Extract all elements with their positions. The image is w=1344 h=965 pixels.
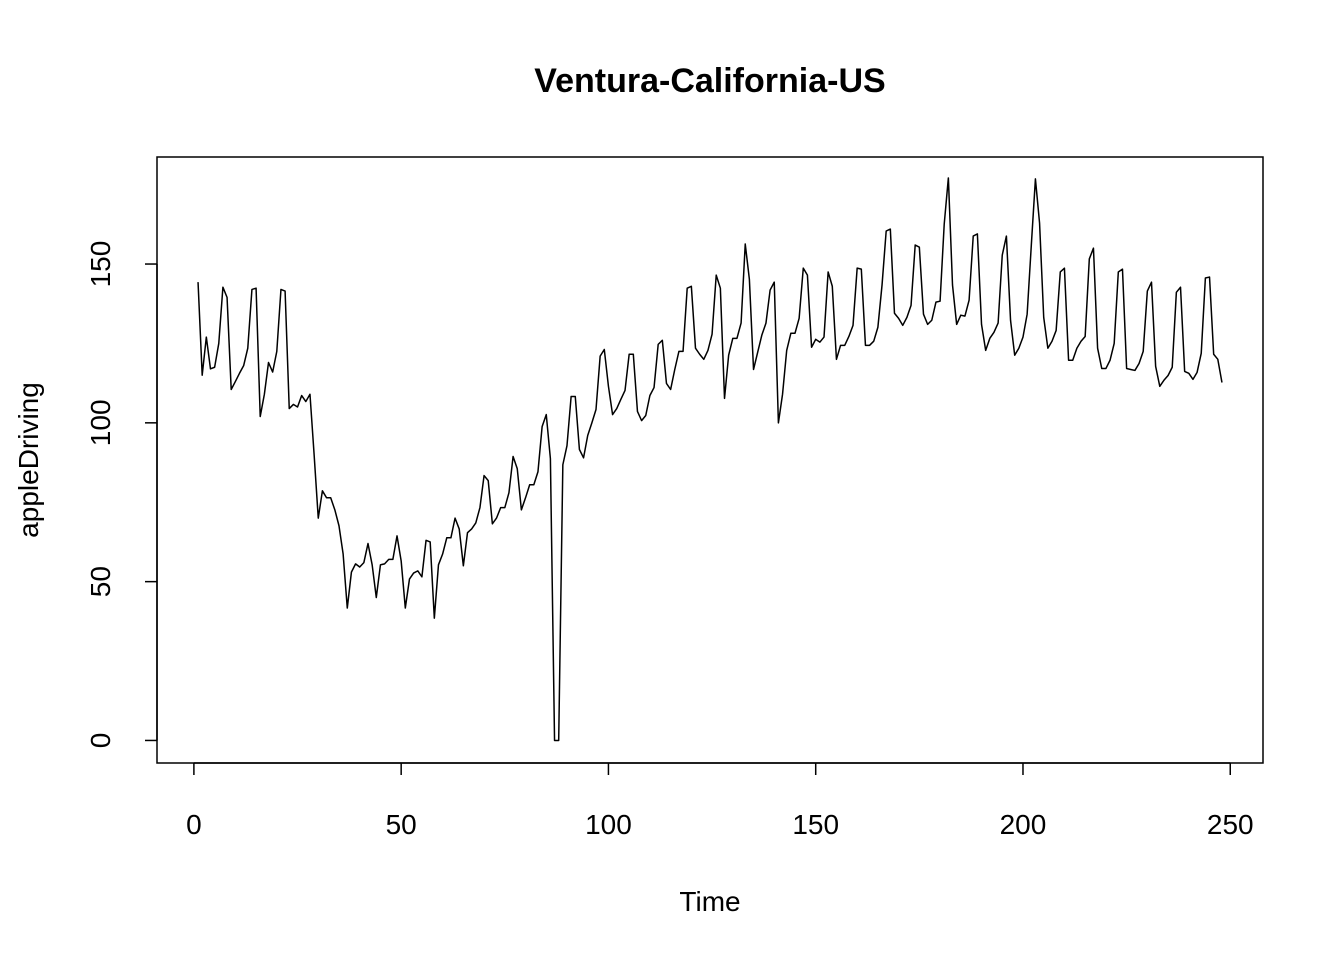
x-tick-label: 150	[792, 809, 839, 840]
y-tick-label: 100	[85, 399, 116, 446]
y-tick-label: 150	[85, 241, 116, 288]
chart-title: Ventura-California-US	[534, 62, 885, 100]
x-tick-label: 50	[386, 809, 417, 840]
x-tick-label: 0	[186, 809, 202, 840]
y-tick-label: 50	[85, 566, 116, 597]
y-tick-label: 0	[85, 733, 116, 749]
y-axis-label: appleDriving	[13, 382, 44, 538]
x-tick-label: 250	[1207, 809, 1254, 840]
x-tick-label: 200	[1000, 809, 1047, 840]
x-tick-label: 100	[585, 809, 632, 840]
x-axis-label: Time	[679, 886, 740, 917]
series-line	[197, 177, 1223, 742]
